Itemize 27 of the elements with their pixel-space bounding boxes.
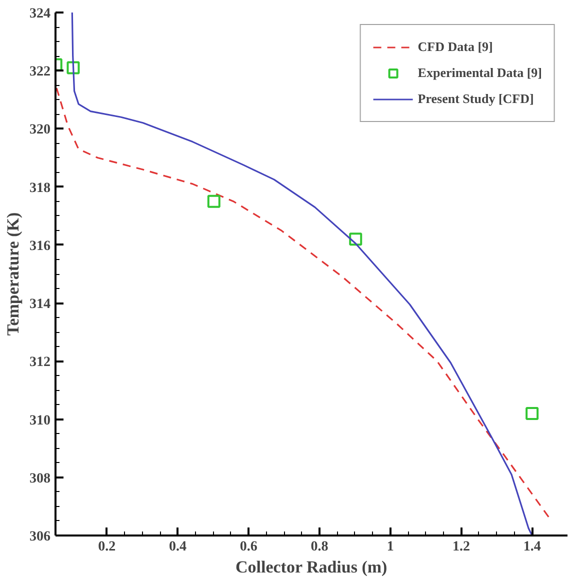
x-tick-label: 0.2 [98,540,116,554]
y-tick-label: 324 [30,6,50,22]
x-tick-label: 0.6 [240,540,258,554]
y-tick-label: 312 [30,355,50,370]
y-tick-label: 308 [30,471,50,486]
x-tick-label: 0.4 [168,540,186,554]
point [526,406,539,420]
legend-label: Present Study [CFD] [418,91,534,107]
legend-label: CFD Data [9] [418,39,493,55]
y-axis-title: Temperature (K) [4,212,22,336]
point [207,194,220,208]
y-tick-label: 322 [30,64,50,80]
legend-label: Experimental Data [9] [418,65,542,81]
y-tick-label: 314 [30,297,50,312]
line-series [56,87,550,519]
y-tick-label: 318 [30,180,50,196]
y-tick-label: 320 [30,122,50,138]
x-tick-label: 0.8 [310,540,328,554]
x-tick-label: 1.4 [523,540,541,554]
y-tick-label: 316 [30,238,50,254]
y-tick-label: 310 [30,413,50,428]
x-axis-title: Collector Radius (m) [235,558,388,576]
x-tick-label: 1 [386,540,394,554]
point [349,232,362,246]
point [66,61,80,74]
x-tick-label: 1.2 [452,540,470,554]
y-tick-label: 306 [30,530,50,544]
